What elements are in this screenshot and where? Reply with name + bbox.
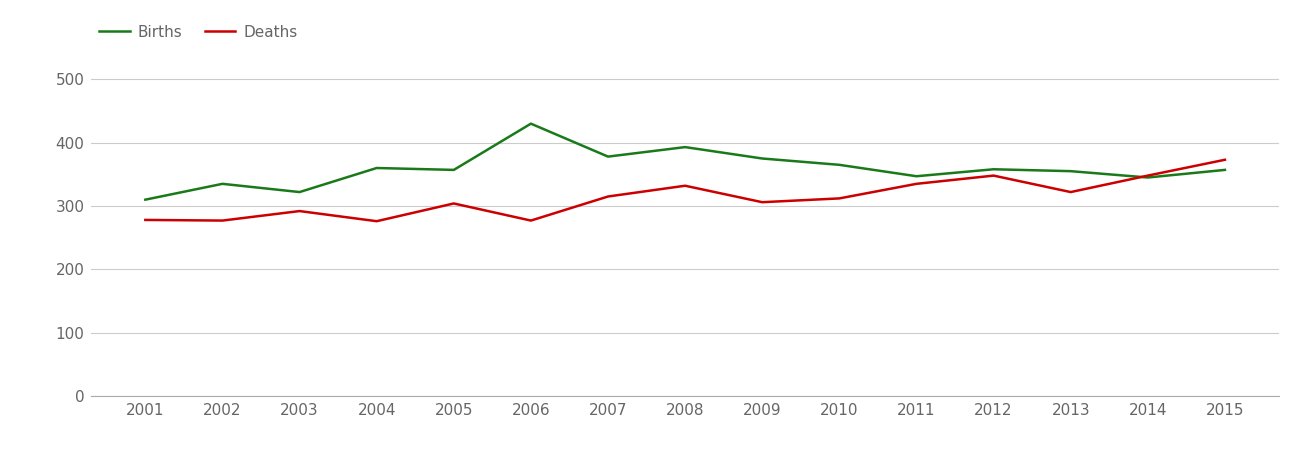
Deaths: [985, 173, 1001, 178]
Births: [985, 166, 1001, 172]
Deaths: [137, 217, 153, 223]
Births: [137, 197, 153, 202]
Births: [369, 165, 385, 171]
Births: [446, 167, 462, 173]
Deaths: [369, 219, 385, 224]
Births: [214, 181, 230, 187]
Births: [754, 156, 770, 161]
Births: [523, 121, 539, 126]
Births: [1062, 168, 1078, 174]
Births: [292, 189, 308, 195]
Deaths: [677, 183, 693, 189]
Births: [600, 154, 616, 159]
Deaths: [446, 201, 462, 206]
Deaths: [1218, 157, 1233, 162]
Births: [1218, 167, 1233, 173]
Deaths: [831, 196, 847, 201]
Deaths: [214, 218, 230, 223]
Line: Deaths: Deaths: [145, 160, 1225, 221]
Deaths: [600, 194, 616, 199]
Deaths: [292, 208, 308, 214]
Births: [908, 174, 924, 179]
Births: [1141, 175, 1156, 180]
Deaths: [523, 218, 539, 223]
Legend: Births, Deaths: Births, Deaths: [99, 24, 298, 40]
Line: Births: Births: [145, 124, 1225, 200]
Deaths: [1141, 173, 1156, 178]
Births: [831, 162, 847, 167]
Deaths: [908, 181, 924, 187]
Deaths: [754, 199, 770, 205]
Deaths: [1062, 189, 1078, 195]
Births: [677, 144, 693, 150]
